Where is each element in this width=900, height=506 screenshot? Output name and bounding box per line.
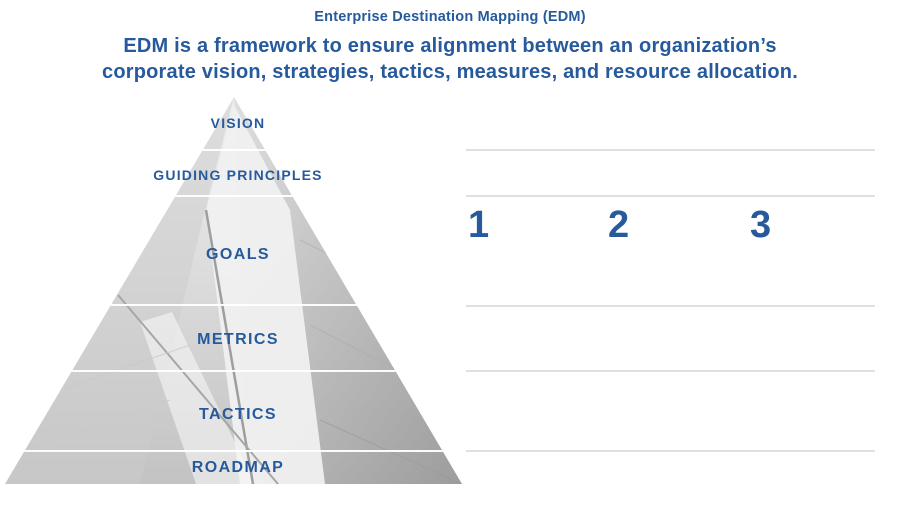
pyramid-graphic	[5, 97, 462, 484]
pyramid-level-label-metrics: METRICS	[197, 331, 279, 348]
pyramid-level-label-guiding-principles: GUIDING PRINCIPLES	[153, 167, 323, 183]
worksheet-rule-line-5	[466, 450, 875, 452]
pyramid-level-label-tactics: TACTICS	[199, 406, 277, 423]
worksheet-column-number-2: 2	[608, 204, 630, 246]
worksheet-rule-line-4	[466, 370, 875, 372]
worksheet-rule-line-3	[466, 305, 875, 307]
worksheet-rule-line-2	[466, 195, 875, 197]
worksheet-column-number-3: 3	[750, 204, 772, 246]
pyramid-level-label-goals: GOALS	[206, 246, 270, 263]
pyramid-level-label-roadmap: ROADMAP	[191, 459, 285, 476]
worksheet-rule-line-1	[466, 149, 875, 151]
worksheet-column-number-1: 1	[468, 204, 490, 246]
edm-description-line1: EDM is a framework to ensure alignment b…	[123, 35, 777, 57]
page-title: Enterprise Destination Mapping (EDM)	[314, 9, 586, 25]
pyramid-level-label-vision: VISION	[210, 115, 266, 131]
edm-description-line2: corporate vision, strategies, tactics, m…	[102, 61, 798, 83]
